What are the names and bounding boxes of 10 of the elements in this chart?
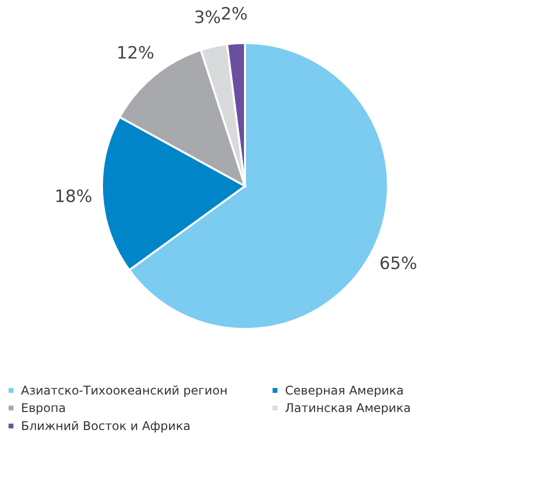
data-label: 65%: [379, 254, 418, 274]
data-label: 18%: [54, 186, 92, 207]
legend-label: Европа: [21, 401, 66, 415]
legend-label: Латинская Америка: [285, 401, 411, 415]
legend-label: Ближний Восток и Африка: [21, 419, 190, 433]
data-label: 2%: [220, 4, 248, 24]
legend-label: Азиатско-Тихоокеанский регион: [21, 383, 228, 398]
data-label: 12%: [116, 43, 154, 64]
data-label: 3%: [194, 8, 221, 28]
legend-label: Северная Америка: [285, 383, 404, 398]
